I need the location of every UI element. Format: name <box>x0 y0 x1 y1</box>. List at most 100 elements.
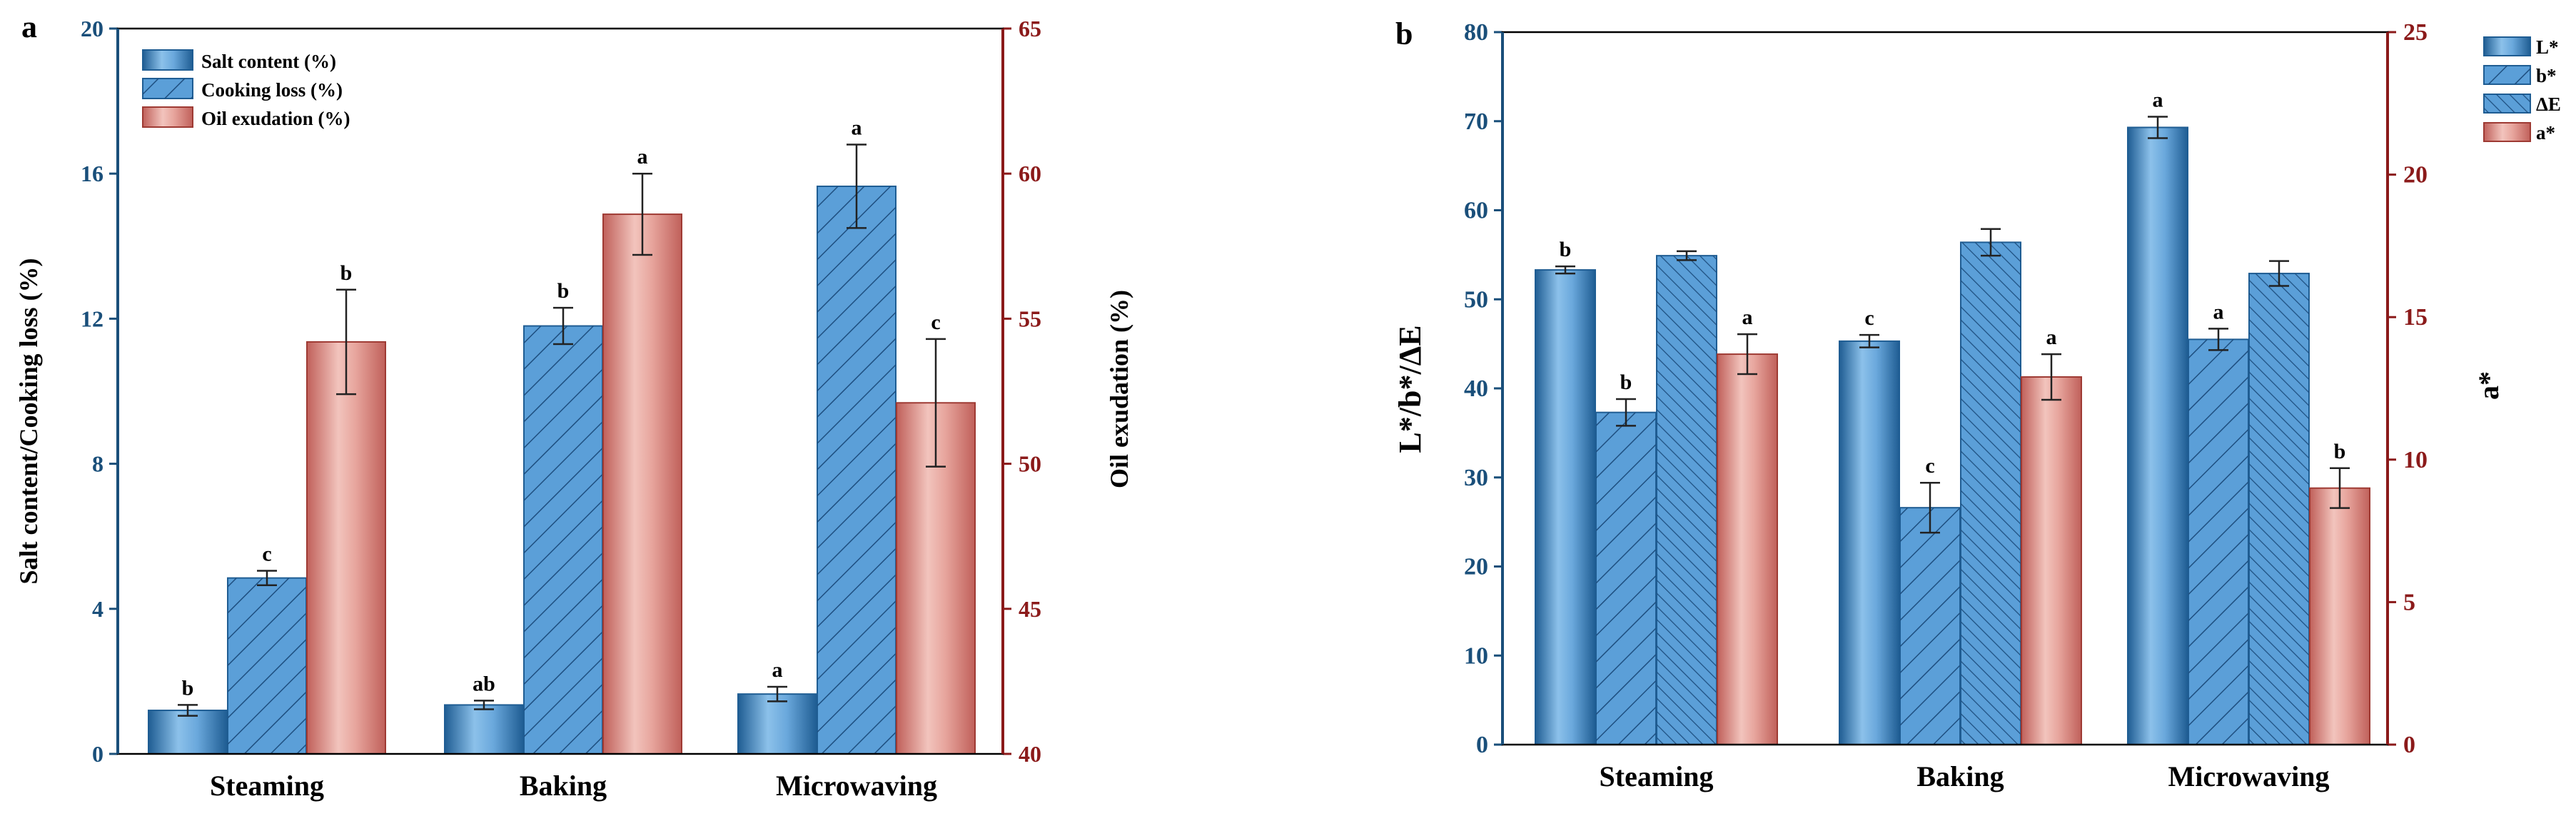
bar <box>1535 269 1596 745</box>
bar <box>306 341 386 755</box>
significance-letter: a <box>637 145 648 168</box>
left-tick-label: 10 <box>1464 643 1488 669</box>
panel-b-categories: Steaming Baking Microwaving <box>1600 760 2330 792</box>
significance-letter: b <box>1560 238 1572 261</box>
panel-a-bars: b c b ab b a a a c <box>148 116 976 755</box>
significance-letter: c <box>931 311 940 334</box>
category-label: Baking <box>1916 760 2004 792</box>
bar-hatch <box>1961 242 2021 745</box>
left-tick-label: 8 <box>92 451 103 477</box>
left-tick-label: 20 <box>1464 554 1488 580</box>
left-tick-label: 20 <box>81 16 103 41</box>
left-tick-label: 12 <box>81 306 103 331</box>
legend-label: Oil exudation (%) <box>201 108 350 129</box>
significance-letter: a <box>2153 89 2163 112</box>
bar-hatch <box>1596 412 1656 745</box>
bar <box>737 693 817 755</box>
legend-swatch-b-hatch <box>2484 66 2530 84</box>
right-tick-label: 40 <box>1019 741 1041 767</box>
left-tick-label: 4 <box>92 596 103 622</box>
left-tick-label: 50 <box>1464 286 1488 313</box>
significance-letter: a <box>1742 306 1753 329</box>
legend-item: Oil exudation (%) <box>142 106 350 129</box>
panel-b-left-ticks: 0 10 20 30 40 50 60 70 80 <box>1464 19 1502 758</box>
panel-b-ylabel: L*/b*/ΔE <box>1393 325 1428 453</box>
legend-label: a* <box>2536 122 2555 143</box>
right-tick-label: 5 <box>2403 589 2415 615</box>
panel-a-label: a <box>21 9 37 44</box>
category-label: Microwaving <box>776 770 937 802</box>
left-tick-label: 16 <box>81 161 103 186</box>
bar <box>2021 376 2082 745</box>
significance-letter: b <box>557 279 570 303</box>
significance-letter: ab <box>473 672 495 695</box>
significance-letter: b <box>182 676 194 700</box>
legend-item: Cooking loss (%) <box>142 78 343 101</box>
left-tick-label: 0 <box>92 741 103 767</box>
legend-label: Cooking loss (%) <box>201 79 343 101</box>
panel-b-ylabel-right: a* <box>2473 371 2505 400</box>
significance-letter: b <box>340 261 353 285</box>
panel-a-ylabel: Salt content/Cooking loss (%) <box>14 258 43 584</box>
bar-hatch <box>1900 508 1960 745</box>
legend-swatch-salt <box>142 49 193 71</box>
left-tick-label: 70 <box>1464 109 1488 135</box>
right-tick-label: 25 <box>2403 19 2428 46</box>
legend-label: Salt content (%) <box>201 51 336 72</box>
legend-swatch-a <box>2483 122 2531 142</box>
bar <box>2127 126 2188 746</box>
legend-item: ΔE <box>2483 94 2561 115</box>
category-label: Baking <box>520 770 607 802</box>
left-tick-label: 40 <box>1464 376 1488 402</box>
left-tick-label: 80 <box>1464 19 1488 46</box>
panel-a-categories: Steaming Baking Microwaving <box>210 770 937 802</box>
right-tick-label: 50 <box>1019 451 1041 477</box>
bar <box>1717 353 1778 745</box>
bar-hatch <box>1657 256 1717 745</box>
legend-item: b* <box>2483 65 2557 86</box>
bar <box>444 704 524 755</box>
bar <box>2309 487 2370 745</box>
bar <box>148 710 228 755</box>
panel-a: a Salt content/Cooking loss (%) Oil exud… <box>14 9 1133 802</box>
significance-letter: a <box>2046 326 2057 349</box>
panel-b-bars: b b a c c a a a b <box>1535 89 2370 746</box>
significance-letter: b <box>1620 371 1632 394</box>
significance-letter: c <box>1925 454 1934 478</box>
legend-swatch-de-hatch <box>2484 94 2530 113</box>
significance-letter: b <box>2334 440 2346 463</box>
category-label: Microwaving <box>2168 760 2330 792</box>
right-tick-label: 60 <box>1019 161 1041 186</box>
panel-a-ylabel-right: Oil exudation (%) <box>1105 290 1133 488</box>
significance-letter: c <box>1864 306 1874 330</box>
category-label: Steaming <box>210 770 324 802</box>
bar-hatch <box>2249 273 2309 745</box>
legend-item: Salt content (%) <box>142 49 336 72</box>
panel-b-right-ticks: 0 5 10 15 20 25 <box>2388 19 2428 758</box>
panel-b: b L*/b*/ΔE a* 0 10 20 30 40 50 60 70 80 0 5 10 15 20… <box>1393 16 2561 792</box>
bar-hatch <box>524 326 602 754</box>
bar <box>1839 340 1900 745</box>
left-tick-label: 60 <box>1464 198 1488 224</box>
right-tick-label: 20 <box>2403 162 2428 188</box>
bar-hatch <box>2188 339 2248 745</box>
bar <box>602 213 682 755</box>
right-tick-label: 55 <box>1019 306 1041 331</box>
legend-label: ΔE <box>2536 94 2561 115</box>
right-tick-label: 65 <box>1019 16 1041 41</box>
panel-a-legend: Salt content (%) Cooking loss (%) Oil ex… <box>142 49 350 129</box>
left-tick-label: 0 <box>1476 732 1488 758</box>
bar-hatch <box>228 578 306 754</box>
legend-swatch-cooking-hatch <box>143 79 193 99</box>
significance-letter: a <box>772 658 783 682</box>
panel-a-right-ticks: 40 45 50 55 60 65 <box>1003 16 1041 767</box>
legend-item: a* <box>2483 122 2555 143</box>
right-tick-label: 45 <box>1019 596 1041 622</box>
right-tick-label: 10 <box>2403 447 2428 473</box>
right-tick-label: 0 <box>2403 732 2415 758</box>
significance-letter: c <box>262 542 271 565</box>
bar-hatch <box>817 186 896 755</box>
legend-swatch-l <box>2483 36 2531 56</box>
legend-label: L* <box>2536 36 2559 58</box>
